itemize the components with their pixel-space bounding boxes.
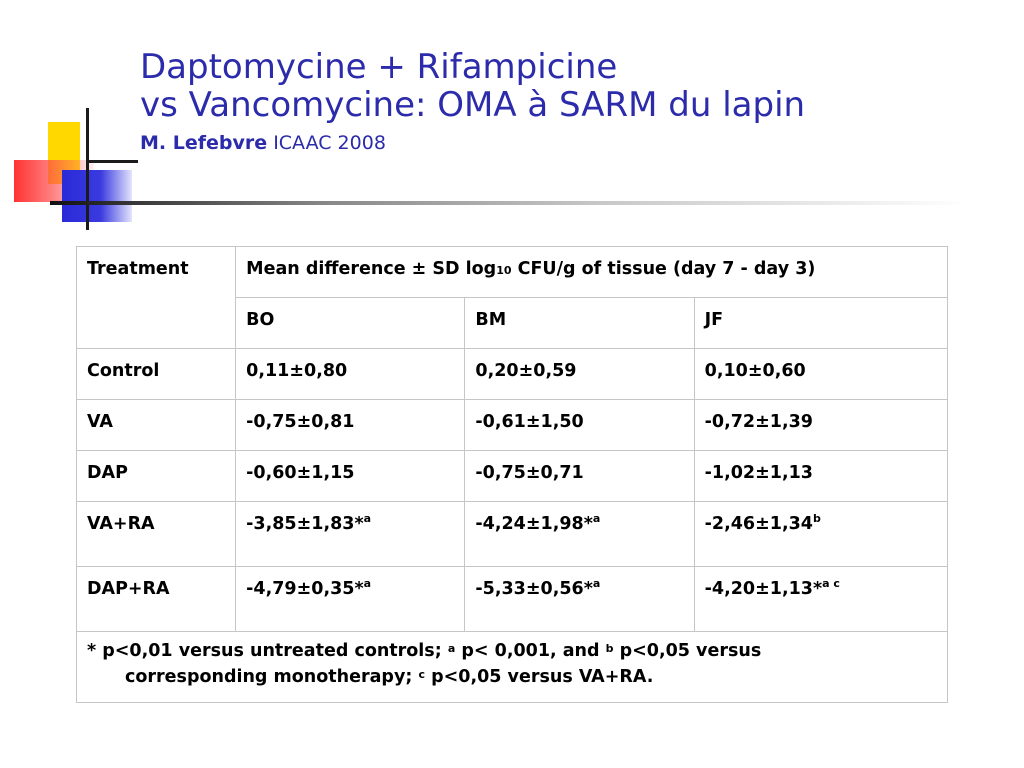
slide-title-line-1: Daptomycine + Rifampicine (140, 47, 618, 87)
cell-jf: 0,10±0,60 (693, 348, 949, 400)
row-treatment: Control (75, 348, 237, 400)
conference-name: ICAAC 2008 (273, 132, 386, 154)
table-row: DAP -0,60±1,15 -0,75±0,71 -1,02±1,13 (75, 450, 949, 502)
footnote-line-1: * p<0,01 versus untreated controls; a p<… (87, 638, 937, 664)
significance-mark: a (592, 512, 601, 525)
table-header-row: Treatment Mean difference ± SD log10 CFU… (75, 246, 948, 349)
footnote-text: * p<0,01 versus untreated controls; (87, 641, 448, 661)
header-treatment: Treatment (75, 246, 237, 349)
cell-value: -4,20±1,13* (704, 579, 823, 599)
header-mean-suffix: CFU/g of tissue (day 7 - day 3) (511, 259, 816, 279)
significance-mark: a c (822, 577, 840, 590)
cell-jf: -4,20±1,13*a c (693, 566, 949, 632)
table-row: VA -0,75±0,81 -0,61±1,50 -0,72±1,39 (75, 399, 949, 451)
row-treatment: DAP+RA (75, 566, 237, 632)
results-table: Treatment Mean difference ± SD log10 CFU… (75, 246, 949, 703)
cell-bo: -0,60±1,15 (235, 450, 466, 502)
header-col-jf: JF (693, 297, 949, 349)
decor-short-line (88, 160, 138, 163)
row-treatment: DAP (75, 450, 237, 502)
cell-bo: 0,11±0,80 (235, 348, 466, 400)
cell-value: -2,46±1,34 (704, 514, 813, 534)
table-row: DAP+RA -4,79±0,35*a -5,33±0,56*a -4,20±1… (75, 566, 949, 632)
footnote-text: p< 0,001, and (455, 641, 606, 661)
cell-bo: -0,75±0,81 (235, 399, 466, 451)
cell-value: -5,33±0,56* (475, 579, 593, 599)
footnote-mark-a: a (447, 642, 456, 655)
footnote-text: p<0,05 versus (613, 641, 762, 661)
table-subheader-row: BO BM JF (77, 297, 949, 349)
table-footnote-row: * p<0,01 versus untreated controls; a p<… (76, 631, 948, 703)
cell-jf: -0,72±1,39 (693, 399, 949, 451)
cell-value: -4,24±1,98* (475, 514, 593, 534)
header-col-bo: BO (235, 297, 466, 349)
slide-subtitle: M. Lefebvre ICAAC 2008 (140, 128, 1000, 158)
header-mean-difference: Mean difference ± SD log10 CFU/g of tiss… (235, 246, 948, 298)
header-log-base: 10 (496, 264, 512, 277)
table-row: VA+RA -3,85±1,83*a -4,24±1,98*a -2,46±1,… (75, 501, 949, 567)
cell-bm: -4,24±1,98*a (464, 501, 695, 567)
table-row: Control 0,11±0,80 0,20±0,59 0,10±0,60 (75, 348, 949, 400)
author-name: M. Lefebvre (140, 132, 268, 154)
footnote-line-2: corresponding monotherapy; c p<0,05 vers… (87, 664, 937, 690)
significance-mark: a (363, 512, 372, 525)
cell-value: -4,79±0,35* (246, 579, 364, 599)
slide-title-block: Daptomycine + Rifampicine vs Vancomycine… (140, 48, 1000, 158)
slide-title-line-2: vs Vancomycine: OMA à SARM du lapin (140, 85, 806, 125)
footnote-mark-c: c (418, 668, 425, 681)
cell-value: -3,85±1,83* (246, 514, 364, 534)
row-treatment: VA (75, 399, 237, 451)
header-col-bm: BM (464, 297, 695, 349)
cell-bo: -3,85±1,83*a (235, 501, 466, 567)
significance-mark: a (592, 577, 601, 590)
cell-jf: -2,46±1,34b (693, 501, 949, 567)
cell-bm: -0,61±1,50 (464, 399, 695, 451)
header-mean-prefix: Mean difference ± SD log (246, 259, 497, 279)
decor-vertical-line (86, 108, 89, 230)
table-footnote: * p<0,01 versus untreated controls; a p<… (76, 631, 948, 703)
decor-blue-square (62, 170, 132, 222)
cell-bm: 0,20±0,59 (464, 348, 695, 400)
cell-bm: -5,33±0,56*a (464, 566, 695, 632)
title-underline (50, 201, 970, 205)
row-treatment: VA+RA (75, 501, 237, 567)
footnote-text: p<0,05 versus VA+RA. (424, 667, 654, 687)
significance-mark: b (812, 512, 821, 525)
cell-jf: -1,02±1,13 (693, 450, 949, 502)
footnote-mark-b: b (605, 642, 614, 655)
footnote-text: corresponding monotherapy; (125, 667, 419, 687)
cell-bo: -4,79±0,35*a (235, 566, 466, 632)
cell-bm: -0,75±0,71 (464, 450, 695, 502)
significance-mark: a (363, 577, 372, 590)
